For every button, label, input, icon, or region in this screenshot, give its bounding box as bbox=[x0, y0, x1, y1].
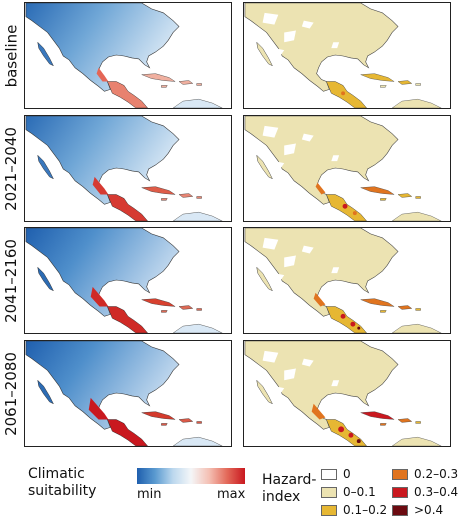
hazard-swatch-0-0.1 bbox=[321, 487, 337, 498]
hazard-map-baseline bbox=[243, 2, 451, 109]
colorbar-max-label: max bbox=[217, 487, 246, 502]
row-label-2061-2080: 2061–2080 bbox=[2, 351, 21, 436]
hazard-label-0.2-0.3: 0.2–0.3 bbox=[414, 467, 459, 481]
colorbar-min-label: min bbox=[137, 487, 162, 502]
hazard-swatch-0.2-0.3 bbox=[392, 469, 408, 480]
hazard-map-2061-2080 bbox=[243, 340, 451, 447]
suitability-legend-title: Climatic suitability bbox=[28, 466, 97, 499]
suitability-map-2041-2160 bbox=[24, 227, 232, 334]
hazard-swatch-gt-0.4 bbox=[392, 505, 408, 516]
hazard-swatch-0.3-0.4 bbox=[392, 487, 408, 498]
hazard-label-0.1-0.2: 0.1–0.2 bbox=[343, 503, 388, 517]
row-label-2041-2160: 2041–2160 bbox=[2, 238, 21, 323]
suitability-map-baseline bbox=[24, 2, 232, 109]
row-label-2021-2040: 2021–2040 bbox=[2, 126, 21, 211]
suitability-map-2061-2080 bbox=[24, 340, 232, 447]
hazard-map-2021-2040 bbox=[243, 115, 451, 222]
hazard-legend-title: Hazard- index bbox=[262, 472, 317, 505]
hazard-label-gt-0.4: >0.4 bbox=[414, 503, 444, 517]
hazard-swatch-0.1-0.2 bbox=[321, 505, 337, 516]
suitability-map-2021-2040 bbox=[24, 115, 232, 222]
suitability-colorbar bbox=[137, 468, 245, 484]
hazard-label-0.3-0.4: 0.3–0.4 bbox=[414, 485, 459, 499]
hazard-label-0-0.1: 0–0.1 bbox=[343, 485, 376, 499]
hazard-label-0: 0 bbox=[343, 467, 351, 481]
hazard-map-2041-2160 bbox=[243, 227, 451, 334]
hazard-swatch-0 bbox=[321, 469, 337, 480]
row-label-baseline: baseline bbox=[2, 24, 21, 87]
